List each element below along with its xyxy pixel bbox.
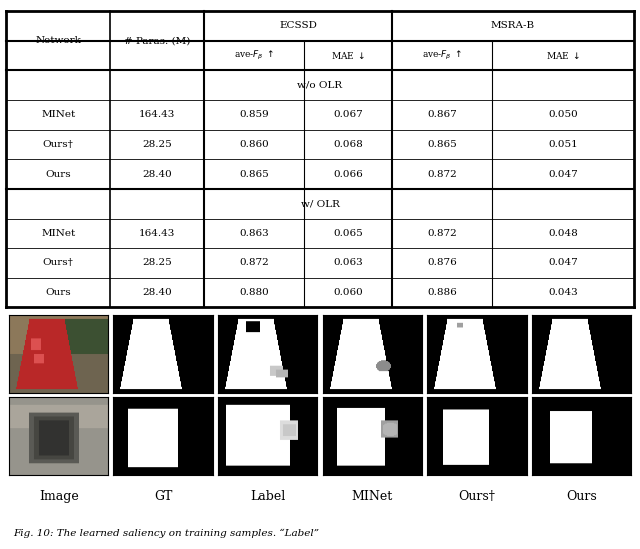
Text: MSRA-B: MSRA-B (491, 21, 535, 30)
Text: 0.050: 0.050 (548, 110, 578, 119)
Text: 0.872: 0.872 (239, 259, 269, 267)
Text: 28.40: 28.40 (142, 288, 172, 297)
Text: GT: GT (154, 490, 172, 503)
Text: MINet: MINet (41, 229, 76, 238)
Text: 0.047: 0.047 (548, 259, 578, 267)
Text: 0.867: 0.867 (428, 110, 457, 119)
Text: MAE $\downarrow$: MAE $\downarrow$ (331, 50, 365, 61)
Text: MINet: MINet (351, 490, 393, 503)
Text: 0.048: 0.048 (548, 229, 578, 238)
Text: Ours†: Ours† (43, 140, 74, 149)
Text: 0.859: 0.859 (239, 110, 269, 119)
Text: 28.25: 28.25 (142, 140, 172, 149)
Text: 0.043: 0.043 (548, 288, 578, 297)
Text: 0.876: 0.876 (428, 259, 457, 267)
Text: 0.063: 0.063 (333, 259, 363, 267)
Text: Ours: Ours (45, 170, 71, 178)
Text: Image: Image (39, 490, 79, 503)
Text: 0.860: 0.860 (239, 140, 269, 149)
Text: 0.880: 0.880 (239, 288, 269, 297)
Text: ECSSD: ECSSD (279, 21, 317, 30)
Text: ave-$F_\beta$ $\uparrow$: ave-$F_\beta$ $\uparrow$ (422, 49, 463, 62)
Text: 28.40: 28.40 (142, 170, 172, 178)
Text: 0.066: 0.066 (333, 170, 363, 178)
Text: Label: Label (250, 490, 285, 503)
Text: 28.25: 28.25 (142, 259, 172, 267)
Text: w/o OLR: w/o OLR (298, 81, 342, 89)
Text: Network: Network (35, 36, 81, 45)
Text: 164.43: 164.43 (139, 110, 175, 119)
Text: 0.865: 0.865 (428, 140, 457, 149)
Text: Ours: Ours (45, 288, 71, 297)
Text: 164.43: 164.43 (139, 229, 175, 238)
Text: 0.051: 0.051 (548, 140, 578, 149)
Text: Ours†: Ours† (43, 259, 74, 267)
Text: 0.872: 0.872 (428, 229, 457, 238)
Text: 0.065: 0.065 (333, 229, 363, 238)
Text: 0.068: 0.068 (333, 140, 363, 149)
Text: 0.047: 0.047 (548, 170, 578, 178)
Text: 0.865: 0.865 (239, 170, 269, 178)
Text: 0.872: 0.872 (428, 170, 457, 178)
Text: 0.067: 0.067 (333, 110, 363, 119)
Text: MAE $\downarrow$: MAE $\downarrow$ (546, 50, 580, 61)
Text: 0.060: 0.060 (333, 288, 363, 297)
Text: 0.886: 0.886 (428, 288, 457, 297)
Text: Ours†: Ours† (458, 490, 495, 503)
Text: w/ OLR: w/ OLR (301, 199, 339, 208)
Text: # Paras. (M): # Paras. (M) (124, 36, 190, 45)
Text: ave-$F_\beta$ $\uparrow$: ave-$F_\beta$ $\uparrow$ (234, 49, 275, 62)
Text: Fig. 10: The learned saliency on training samples. “Label”: Fig. 10: The learned saliency on trainin… (13, 529, 319, 538)
Text: MINet: MINet (41, 110, 76, 119)
Text: Ours: Ours (566, 490, 596, 503)
Text: 0.863: 0.863 (239, 229, 269, 238)
